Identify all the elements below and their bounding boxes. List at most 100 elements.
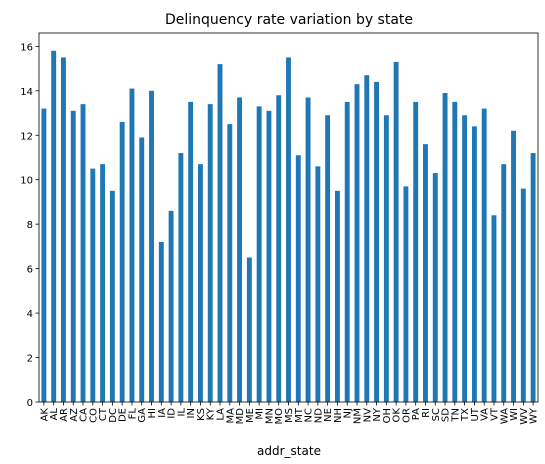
bar-nh — [334, 190, 340, 402]
y-tick-label: 10 — [20, 176, 33, 187]
bar-ar — [61, 57, 66, 402]
bar-vt — [491, 215, 497, 402]
bar-nj — [344, 101, 350, 402]
bar-ny — [374, 81, 379, 403]
bar-dc — [109, 190, 115, 402]
bar-wy — [530, 153, 536, 402]
x-tick-label-co: CO — [88, 408, 99, 423]
bar-me — [246, 257, 252, 402]
x-tick-label-ga: GA — [137, 408, 148, 423]
x-tick-label-pa: PA — [411, 408, 422, 420]
x-tick-label-ok: OK — [392, 408, 403, 423]
bar-nv — [364, 75, 370, 402]
x-tick-label-ca: CA — [79, 408, 90, 422]
bar-nm — [354, 84, 360, 402]
x-tick-label-la: LA — [216, 408, 227, 421]
bar-mi — [256, 106, 262, 403]
x-tick-label-ct: CT — [98, 407, 109, 421]
bar-wv — [520, 188, 526, 402]
x-tick-label-ak: AK — [39, 408, 50, 422]
x-tick-label-ms: MS — [284, 408, 295, 423]
x-tick-label-fl: FL — [127, 408, 138, 420]
x-tick-label-wa: WA — [499, 408, 510, 424]
x-tick-label-nd: ND — [313, 408, 324, 423]
x-tick-label-az: AZ — [69, 408, 80, 422]
x-tick-label-nj: NJ — [343, 408, 354, 418]
x-tick-label-wy: WY — [529, 407, 540, 424]
x-tick-label-md: MD — [235, 408, 246, 425]
bars-group — [41, 50, 536, 403]
bar-ky — [207, 104, 213, 402]
bar-md — [237, 97, 243, 403]
x-tick-label-in: IN — [186, 408, 197, 418]
bar-ia — [158, 241, 164, 402]
bar-ga — [139, 137, 145, 403]
x-tick-label-mt: MT — [294, 407, 305, 423]
bar-ms — [286, 57, 291, 402]
x-tick-label-vt: VT — [489, 407, 500, 421]
x-tick-label-mi: MI — [255, 408, 266, 420]
bar-tx — [462, 115, 468, 402]
bar-hi — [149, 90, 154, 403]
bar-ks — [198, 164, 203, 402]
bar-sd — [442, 93, 448, 403]
bar-id — [168, 210, 174, 402]
x-tick-label-nc: NC — [304, 408, 315, 422]
x-tick-label-al: AL — [49, 408, 60, 421]
x-tick-label-tx: TX — [460, 408, 471, 422]
x-tick-label-ri: RI — [421, 408, 432, 418]
y-tick-label: 12 — [20, 131, 33, 142]
x-tick-label-mo: MO — [274, 408, 285, 425]
bar-mt — [295, 155, 301, 402]
y-tick-label: 2 — [27, 354, 33, 365]
bar-ct — [100, 164, 106, 402]
bar-la — [217, 64, 223, 403]
bar-ri — [423, 144, 428, 402]
x-tick-label-sd: SD — [441, 408, 452, 422]
bar-nc — [305, 97, 311, 403]
x-tick-label-wi: WI — [509, 408, 520, 421]
y-tick-label: 16 — [20, 42, 33, 53]
x-tick-label-ne: NE — [323, 408, 334, 422]
bar-wi — [511, 130, 516, 402]
y-tick-label: 0 — [27, 398, 33, 409]
y-tick-label: 8 — [27, 220, 33, 231]
bar-ut — [471, 126, 477, 403]
y-axis: 0 2 4 6 8 10 12 14 16 — [20, 42, 39, 409]
plot-frame — [38, 32, 539, 403]
bar-nd — [315, 166, 321, 402]
bar-fl — [129, 88, 135, 402]
bar-ma — [227, 124, 233, 402]
x-tick-label-ia: IA — [157, 408, 168, 418]
bar-pa — [413, 101, 419, 402]
y-tick-label: 4 — [27, 309, 33, 320]
bar-mo — [276, 95, 282, 403]
x-tick-label-id: ID — [167, 408, 178, 419]
x-tick-label-nm: NM — [352, 408, 363, 424]
x-tick-label-dc: DC — [108, 408, 119, 423]
x-tick-label-va: VA — [480, 408, 491, 421]
bar-ne — [325, 115, 331, 402]
x-tick-label-ut: UT — [470, 407, 481, 421]
bar-ak — [41, 108, 47, 402]
x-tick-label-tn: TN — [450, 408, 461, 423]
x-tick-label-sc: SC — [431, 408, 442, 421]
bar-or — [403, 186, 409, 402]
bar-oh — [383, 115, 389, 402]
bar-sc — [432, 173, 438, 402]
bar-il — [178, 153, 184, 402]
x-axis: AKALARAZCACOCTDCDEFLGAHIIAIDILINKSKYLAMA… — [39, 402, 540, 425]
x-tick-label-il: IL — [176, 408, 187, 417]
x-tick-label-wv: WV — [519, 408, 530, 425]
y-tick-label: 14 — [20, 87, 33, 98]
x-tick-label-ny: NY — [372, 407, 383, 421]
bar-wa — [501, 164, 507, 402]
chart-title: Delinquency rate variation by state — [165, 12, 413, 28]
bar-de — [119, 121, 125, 403]
x-tick-label-nv: NV — [362, 408, 373, 422]
x-tick-label-nh: NH — [333, 408, 344, 423]
x-tick-label-ky: KY — [206, 407, 217, 420]
bar-al — [51, 50, 57, 402]
x-tick-label-mn: MN — [264, 408, 275, 424]
